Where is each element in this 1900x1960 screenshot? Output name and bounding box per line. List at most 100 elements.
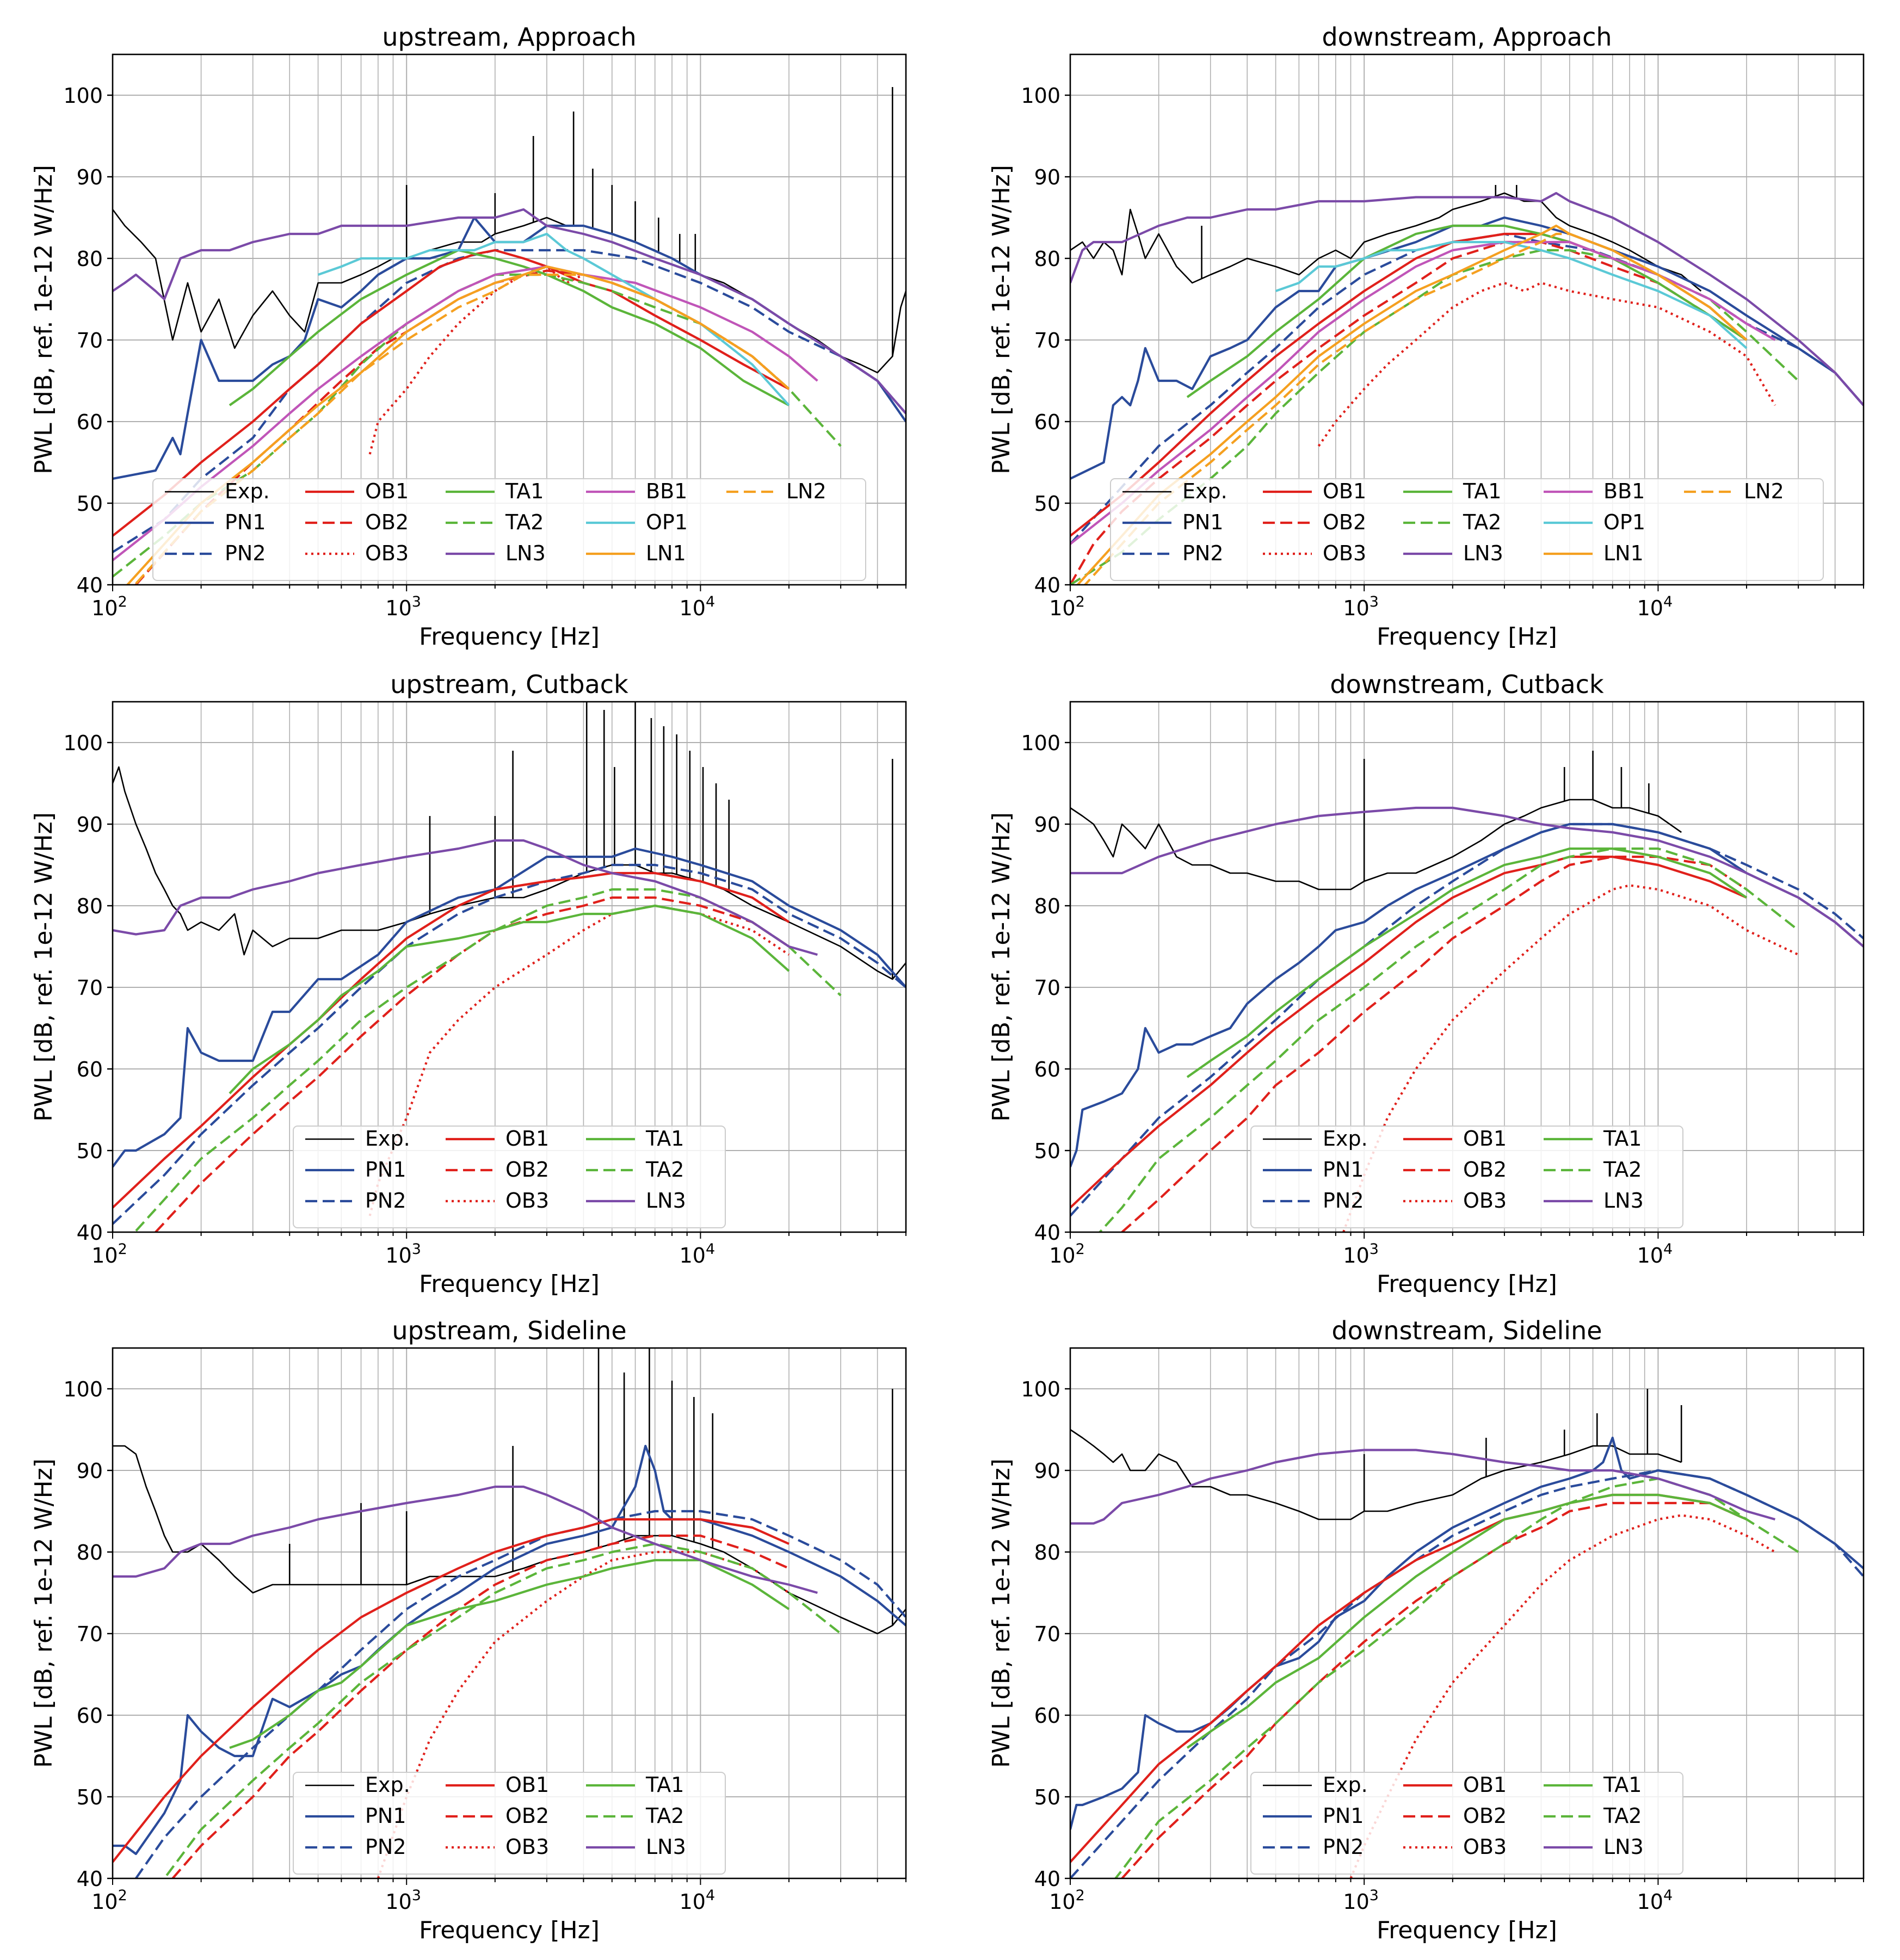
x-tick-label: 102 xyxy=(1049,1887,1085,1914)
series-ta1 xyxy=(229,904,790,1095)
legend-label-ob1: OB1 xyxy=(1323,479,1366,503)
series-pn1 xyxy=(113,847,906,1168)
series-ta2 xyxy=(163,1542,842,1878)
x-tick-label: 104 xyxy=(680,593,715,620)
legend-label-exp: Exp. xyxy=(225,479,270,503)
axes-frame xyxy=(1069,701,1865,1233)
legend-label-ob3: OB3 xyxy=(1463,1835,1507,1859)
axes-frame xyxy=(1069,1347,1865,1879)
y-axis-label: PWL [dB, ref. 1e-12 W/Hz] xyxy=(988,165,1015,474)
series-exp xyxy=(1070,192,1702,292)
legend-label-ta2: TA2 xyxy=(1603,1804,1642,1828)
legend-label-op1: OP1 xyxy=(646,510,688,534)
legend-label-ob3: OB3 xyxy=(1463,1189,1507,1213)
y-axis-label: PWL [dB, ref. 1e-12 W/Hz] xyxy=(988,812,1015,1122)
series-ob2 xyxy=(171,1534,789,1878)
series-exp xyxy=(113,209,906,374)
y-tick-label: 100 xyxy=(63,84,103,108)
legend-label-ta2: TA2 xyxy=(1603,1158,1642,1182)
series-ln3 xyxy=(1070,1449,1775,1525)
series-ln3 xyxy=(1070,191,1864,406)
series-ob2 xyxy=(155,896,790,1232)
series-ta1 xyxy=(1186,1493,1747,1749)
legend-label-bb1: BB1 xyxy=(646,479,687,503)
y-tick-label: 60 xyxy=(77,1058,103,1081)
series-ob3 xyxy=(377,1550,790,1878)
y-tick-label: 80 xyxy=(1034,1541,1060,1565)
series-op1 xyxy=(1275,240,1748,349)
legend-label-ta1: TA1 xyxy=(645,1773,684,1797)
series-ln2 xyxy=(133,273,790,585)
y-tick-label: 60 xyxy=(77,410,103,434)
legend-label-ob3: OB3 xyxy=(365,541,409,565)
legend-label-ta2: TA2 xyxy=(645,1158,684,1182)
series-group xyxy=(1070,751,1864,1232)
y-tick-label: 100 xyxy=(63,1377,103,1401)
legend-label-ob2: OB2 xyxy=(365,510,409,534)
axes-frame xyxy=(112,1347,907,1879)
y-tick-label: 40 xyxy=(1034,1221,1060,1245)
legend-label-ob2: OB2 xyxy=(1463,1158,1507,1182)
panel-upstream-sideline: 40 50 60 70 80 90 100 102 103 104 upstream, Sideli… xyxy=(30,1316,907,1944)
chart-title: upstream, Cutback xyxy=(390,670,628,699)
x-tick-label: 103 xyxy=(1343,593,1379,620)
y-tick-label: 90 xyxy=(77,165,103,189)
y-axis-label: PWL [dB, ref. 1e-12 W/Hz] xyxy=(988,1458,1015,1768)
series-pn1 xyxy=(1070,216,1864,480)
series-pn1 xyxy=(1070,823,1864,1167)
x-tick-label: 103 xyxy=(1343,1887,1379,1914)
y-tick-label: 70 xyxy=(77,329,103,353)
chart-title: upstream, Sideline xyxy=(392,1316,626,1345)
series-ob3 xyxy=(368,265,790,455)
legend-label-ln3: LN3 xyxy=(1603,1835,1644,1859)
y-tick-label: 60 xyxy=(1034,410,1060,434)
y-tick-label: 40 xyxy=(77,573,103,597)
legend-label-ob2: OB2 xyxy=(505,1804,549,1828)
legend-label-ob3: OB3 xyxy=(1323,541,1366,565)
x-tick-label: 103 xyxy=(385,1241,421,1267)
legend-label-exp: Exp. xyxy=(1182,479,1227,503)
legend-label-exp: Exp. xyxy=(365,1127,410,1151)
x-tick-label: 104 xyxy=(1637,1887,1673,1914)
y-tick-label: 70 xyxy=(77,976,103,1000)
series-pn2 xyxy=(1070,823,1864,1217)
y-tick-label: 60 xyxy=(1034,1704,1060,1728)
y-tick-label: 80 xyxy=(77,1541,103,1565)
legend-label-pn1: PN1 xyxy=(1323,1158,1364,1182)
legend-label-ln2: LN2 xyxy=(786,479,826,503)
panel-upstream-approach: 40 50 60 70 80 90 100 102 103 104 upstream, Approa… xyxy=(30,22,907,651)
panel-upstream-cutback: 40 50 60 70 80 90 100 102 103 104 upstream, Cutbac… xyxy=(30,670,907,1298)
legend-label-ta1: TA1 xyxy=(1463,479,1501,503)
y-tick-label: 100 xyxy=(1021,1377,1060,1401)
series-ob3 xyxy=(1317,281,1776,447)
y-tick-label: 50 xyxy=(77,1139,103,1163)
legend-label-pn1: PN1 xyxy=(365,1158,406,1182)
series-ob1 xyxy=(113,871,790,1209)
y-axis-label: PWL [dB, ref. 1e-12 W/Hz] xyxy=(30,812,58,1122)
series-bb1 xyxy=(113,265,818,561)
legend-label-ta1: TA1 xyxy=(1603,1127,1642,1151)
legend-label-ln1: LN1 xyxy=(646,541,686,565)
series-ln1 xyxy=(126,265,790,585)
legend-label-ob2: OB2 xyxy=(505,1158,549,1182)
legend-frame xyxy=(152,478,866,581)
x-axis-label: Frequency [Hz] xyxy=(419,623,600,651)
series-ln2 xyxy=(1083,232,1748,585)
legend-label-ob1: OB1 xyxy=(1463,1127,1507,1151)
series-ob3 xyxy=(1349,1514,1776,1878)
legend-label-ln3: LN3 xyxy=(1603,1189,1644,1213)
panel-downstream-cutback: 40 50 60 70 80 90 100 102 103 104 downstream, Cutb… xyxy=(988,670,1865,1298)
legend-frame xyxy=(1250,1772,1683,1875)
y-tick-label: 70 xyxy=(77,1622,103,1646)
x-axis-label: Frequency [Hz] xyxy=(419,1916,600,1944)
legend-label-pn1: PN1 xyxy=(1182,510,1224,534)
y-tick-label: 80 xyxy=(1034,247,1060,271)
legend-label-op1: OP1 xyxy=(1603,510,1645,534)
x-tick-label: 103 xyxy=(385,593,421,620)
series-pn2 xyxy=(113,863,906,1225)
x-axis-label: Frequency [Hz] xyxy=(1377,1270,1557,1298)
y-tick-label: 60 xyxy=(1034,1058,1060,1081)
legend-label-ln3: LN3 xyxy=(505,541,546,565)
y-axis-label: PWL [dB, ref. 1e-12 W/Hz] xyxy=(30,1458,58,1768)
